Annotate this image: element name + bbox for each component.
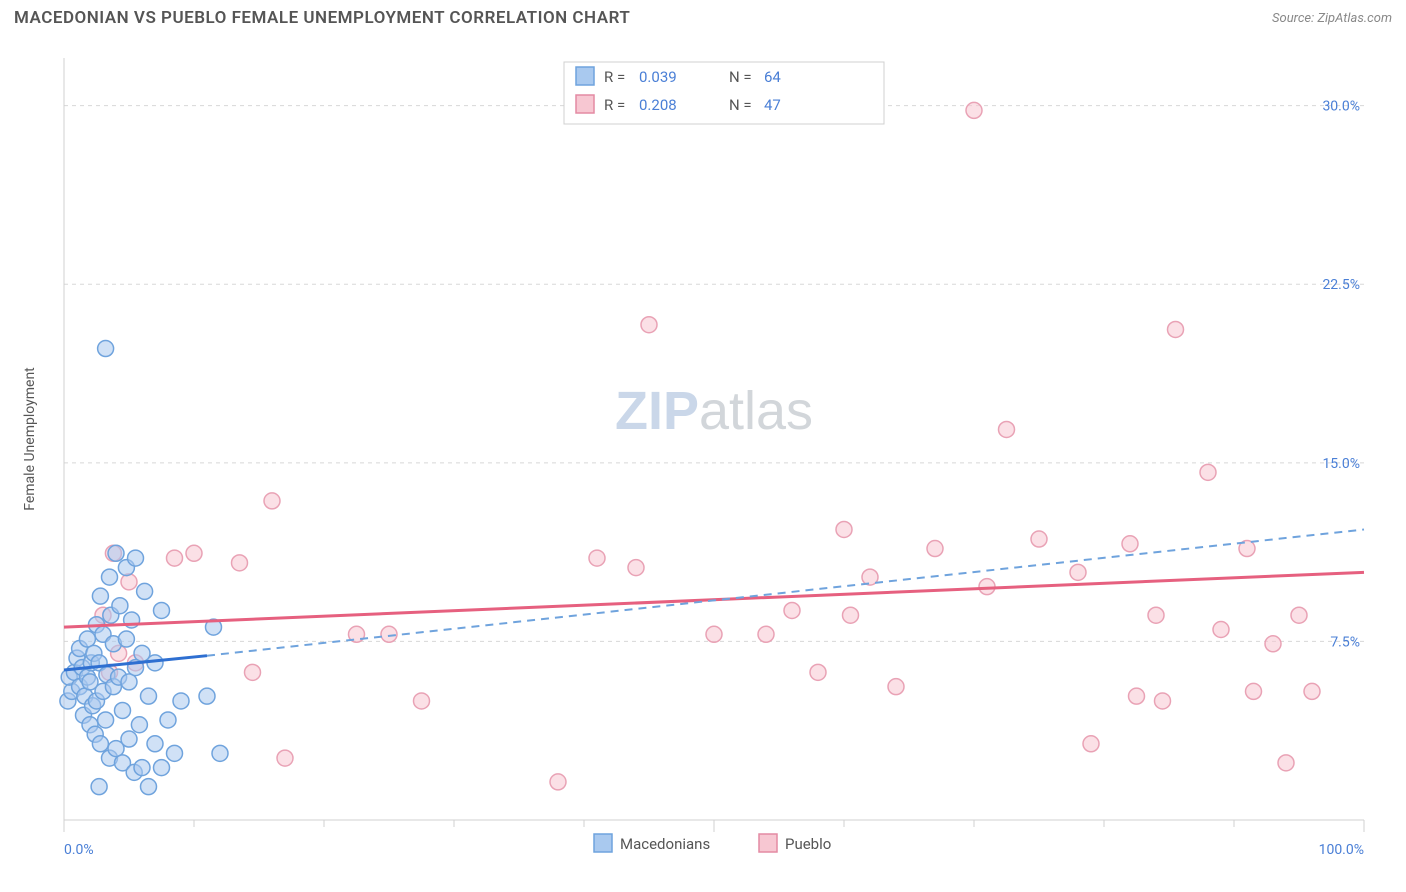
point-macedonian [154, 760, 170, 776]
source-prefix: Source: [1272, 11, 1317, 26]
point-macedonian [141, 688, 157, 704]
point-pueblo [1155, 693, 1171, 709]
point-macedonian [167, 745, 183, 761]
stats-legend-swatch [576, 95, 594, 113]
point-pueblo [628, 560, 644, 576]
y-tick-label: 22.5% [1322, 277, 1360, 293]
point-pueblo [810, 664, 826, 680]
point-pueblo [245, 664, 261, 680]
point-macedonian [137, 583, 153, 599]
point-macedonian [108, 545, 124, 561]
stats-legend-r-value: 0.208 [639, 96, 677, 114]
series-legend-label: Pueblo [785, 835, 831, 853]
point-macedonian [128, 550, 144, 566]
series-legend-swatch [594, 834, 612, 852]
point-pueblo [641, 317, 657, 333]
correlation-scatter-chart: 7.5% 15.0% 22.5% 30.0% 0.0% 100.0% Female Unem… [14, 40, 1392, 878]
point-pueblo [1265, 636, 1281, 652]
source-name: ZipAtlas.com [1317, 11, 1392, 26]
series-legend-swatch [759, 834, 777, 852]
point-macedonian [102, 569, 118, 585]
point-macedonian [112, 598, 128, 614]
point-pueblo [999, 421, 1015, 437]
stats-legend-n-label: N = [729, 68, 752, 86]
point-pueblo [784, 602, 800, 618]
point-pueblo [1291, 607, 1307, 623]
point-pueblo [1168, 321, 1184, 337]
point-macedonian [199, 688, 215, 704]
point-pueblo [264, 493, 280, 509]
stats-legend-r-label: R = [604, 68, 625, 86]
x-tick-label: 100.0% [1319, 842, 1364, 858]
point-pueblo [843, 607, 859, 623]
point-macedonian [173, 693, 189, 709]
stats-legend-r-label: R = [604, 96, 625, 114]
series-legend-label: Macedonians [620, 835, 710, 853]
stats-legend-r-value: 0.039 [639, 68, 677, 86]
stats-legend-n-value: 64 [764, 68, 781, 86]
point-pueblo [1278, 755, 1294, 771]
point-pueblo [186, 545, 202, 561]
point-pueblo [1246, 683, 1262, 699]
point-pueblo [1213, 622, 1229, 638]
point-macedonian [131, 717, 147, 733]
point-pueblo [927, 541, 943, 557]
point-pueblo [550, 774, 566, 790]
point-macedonian [98, 712, 114, 728]
point-macedonian [92, 736, 108, 752]
point-macedonian [212, 745, 228, 761]
point-pueblo [836, 521, 852, 537]
point-pueblo [1129, 688, 1145, 704]
point-macedonian [118, 631, 134, 647]
point-pueblo [966, 102, 982, 118]
point-pueblo [888, 679, 904, 695]
stats-legend-n-label: N = [729, 96, 752, 114]
point-macedonian [121, 731, 137, 747]
watermark: ZIPatlas [615, 381, 813, 441]
source-attribution: Source: ZipAtlas.com [1272, 11, 1392, 26]
point-pueblo [167, 550, 183, 566]
y-tick-label: 7.5% [1330, 634, 1360, 650]
stats-legend-swatch [576, 67, 594, 85]
point-pueblo [414, 693, 430, 709]
stats-legend-n-value: 47 [764, 96, 781, 114]
point-macedonian [141, 779, 157, 795]
y-tick-label: 15.0% [1322, 456, 1360, 472]
point-pueblo [1083, 736, 1099, 752]
point-macedonian [147, 736, 163, 752]
chart-header: MACEDONIAN VS PUEBLO FEMALE UNEMPLOYMENT… [0, 0, 1406, 36]
point-macedonian [160, 712, 176, 728]
point-macedonian [154, 602, 170, 618]
x-tick-label: 0.0% [64, 842, 94, 858]
point-pueblo [706, 626, 722, 642]
point-pueblo [1304, 683, 1320, 699]
chart-title: MACEDONIAN VS PUEBLO FEMALE UNEMPLOYMENT… [14, 8, 630, 28]
point-macedonian [91, 779, 107, 795]
point-pueblo [121, 574, 137, 590]
point-pueblo [277, 750, 293, 766]
point-pueblo [1200, 464, 1216, 480]
point-macedonian [115, 702, 131, 718]
point-pueblo [589, 550, 605, 566]
y-axis-label: Female Unemployment [22, 367, 38, 511]
point-macedonian [134, 760, 150, 776]
point-macedonian [92, 588, 108, 604]
point-pueblo [758, 626, 774, 642]
point-pueblo [1148, 607, 1164, 623]
point-pueblo [1070, 564, 1086, 580]
chart-container: 7.5% 15.0% 22.5% 30.0% 0.0% 100.0% Female Unem… [14, 40, 1392, 878]
point-pueblo [1122, 536, 1138, 552]
y-tick-label: 30.0% [1322, 99, 1360, 115]
point-pueblo [1031, 531, 1047, 547]
trendline-macedonian-dash [207, 529, 1364, 655]
point-macedonian [98, 341, 114, 357]
point-pueblo [232, 555, 248, 571]
